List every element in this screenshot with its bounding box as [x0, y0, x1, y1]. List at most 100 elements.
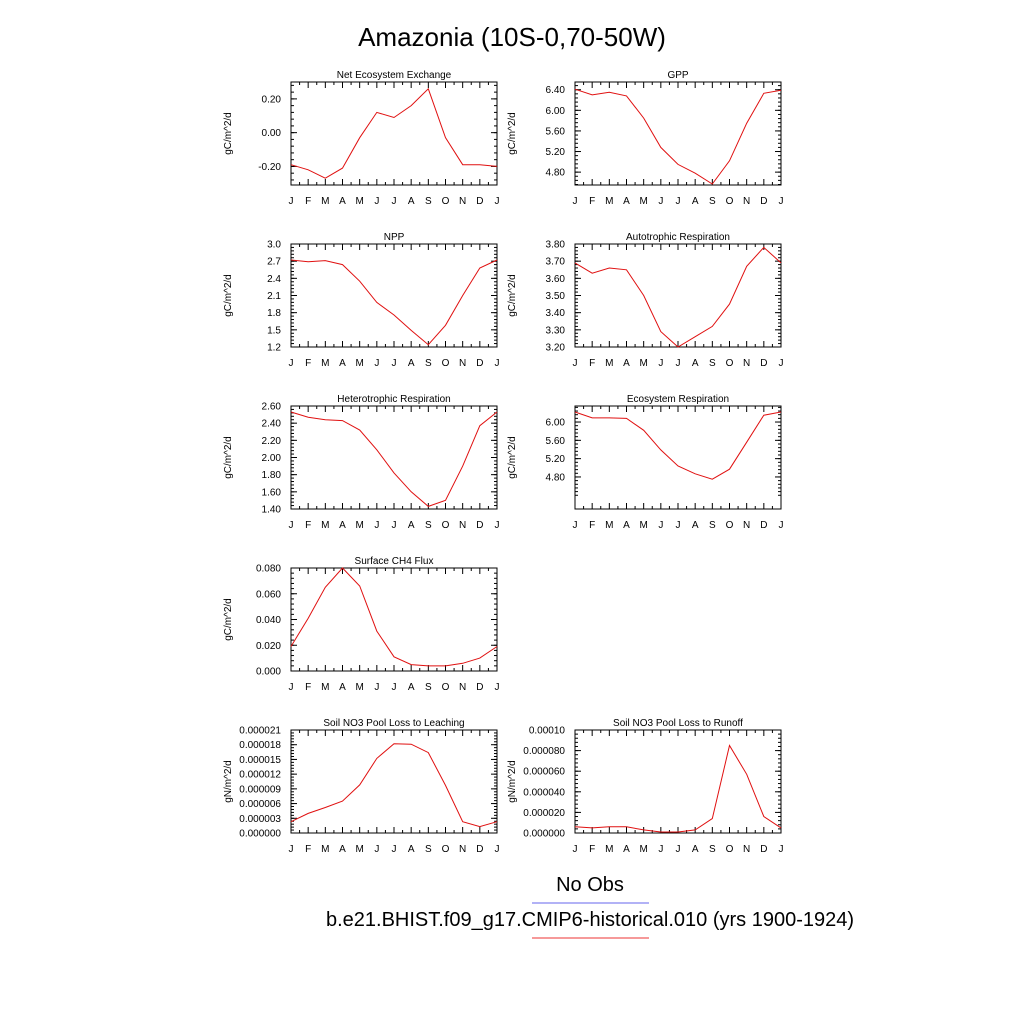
x-tick-label: A	[408, 358, 415, 369]
x-tick-label: S	[425, 358, 432, 369]
y-tick-label: 0.000015	[239, 755, 281, 766]
y-tick-label: 2.7	[267, 257, 281, 268]
x-tick-label: J	[392, 196, 397, 207]
x-tick-label: J	[658, 520, 663, 531]
x-tick-label: A	[623, 520, 630, 531]
x-tick-label: J	[658, 196, 663, 207]
y-tick-label: 0.000	[256, 667, 281, 678]
x-tick-label: M	[639, 196, 647, 207]
y-tick-label: 1.60	[262, 487, 282, 498]
x-tick-label: O	[726, 844, 734, 855]
x-tick-label: A	[623, 844, 630, 855]
x-tick-label: A	[339, 844, 346, 855]
x-tick-label: J	[374, 520, 379, 531]
y-tick-label: 0.060	[256, 589, 281, 600]
x-tick-label: M	[605, 520, 613, 531]
plot-frame	[290, 567, 498, 672]
x-tick-label: A	[339, 682, 346, 693]
y-tick-label: 3.70	[546, 257, 566, 268]
x-tick-label: J	[573, 358, 578, 369]
plot-frame	[574, 81, 782, 186]
y-tick-label: 0.000018	[239, 740, 281, 751]
x-tick-label: S	[425, 844, 432, 855]
y-axis-label: gN/m^2/d	[223, 760, 234, 803]
x-tick-label: S	[425, 196, 432, 207]
x-tick-label: J	[676, 520, 681, 531]
x-tick-label: D	[476, 358, 483, 369]
y-tick-label: 3.40	[546, 308, 566, 319]
x-tick-label: M	[355, 844, 363, 855]
x-tick-label: M	[321, 196, 329, 207]
x-tick-label: A	[339, 358, 346, 369]
x-tick-label: M	[639, 520, 647, 531]
panel-title: NPP	[384, 232, 405, 243]
y-tick-label: 0.000040	[523, 787, 565, 798]
x-tick-label: S	[425, 682, 432, 693]
x-tick-label: S	[425, 520, 432, 531]
plot-frame	[574, 405, 782, 510]
x-tick-label: J	[289, 358, 294, 369]
x-tick-label: J	[289, 844, 294, 855]
x-tick-label: D	[760, 358, 767, 369]
y-tick-label: 3.20	[546, 343, 566, 354]
y-tick-label: 1.40	[262, 505, 282, 516]
panel-title: Heterotrophic Respiration	[337, 394, 450, 405]
x-tick-label: F	[305, 520, 311, 531]
x-tick-label: N	[459, 844, 466, 855]
x-tick-label: N	[459, 358, 466, 369]
x-tick-label: J	[779, 196, 784, 207]
x-tick-label: J	[374, 682, 379, 693]
panel-title: Net Ecosystem Exchange	[337, 70, 452, 81]
x-tick-label: N	[743, 844, 750, 855]
y-tick-label: 3.60	[546, 274, 566, 285]
y-axis-label: gC/m^2/d	[223, 436, 234, 479]
x-tick-label: N	[459, 196, 466, 207]
x-tick-label: J	[779, 844, 784, 855]
x-tick-label: A	[408, 844, 415, 855]
x-tick-label: M	[321, 520, 329, 531]
legend-label-model-run: b.e21.BHIST.f09_g17.CMIP6-historical.010…	[326, 909, 854, 931]
y-tick-label: 0.080	[256, 564, 281, 575]
legend: No Obs b.e21.BHIST.f09_g17.CMIP6-histori…	[326, 874, 854, 939]
y-tick-label: 2.00	[262, 453, 282, 464]
x-tick-label: D	[476, 682, 483, 693]
y-tick-label: 5.60	[546, 126, 566, 137]
x-tick-label: F	[589, 358, 595, 369]
x-tick-label: M	[321, 844, 329, 855]
y-tick-label: 2.4	[267, 274, 281, 285]
x-tick-label: D	[760, 196, 767, 207]
y-tick-label: 0.000080	[523, 746, 565, 757]
legend-label-no-obs: No Obs	[556, 874, 624, 896]
x-tick-label: A	[692, 520, 699, 531]
panel-title: Soil NO3 Pool Loss to Leaching	[323, 718, 464, 729]
y-tick-label: -0.20	[258, 162, 281, 173]
x-tick-label: J	[495, 196, 500, 207]
y-tick-label: 0.000009	[239, 784, 281, 795]
x-tick-label: S	[709, 358, 716, 369]
x-tick-label: J	[392, 358, 397, 369]
x-tick-label: J	[495, 358, 500, 369]
y-tick-label: 6.40	[546, 85, 566, 96]
y-tick-label: 0.000060	[523, 767, 565, 778]
x-tick-label: J	[374, 358, 379, 369]
x-tick-label: O	[442, 196, 450, 207]
y-tick-label: 4.80	[546, 472, 566, 483]
y-tick-label: 5.20	[546, 454, 566, 465]
x-tick-label: A	[339, 196, 346, 207]
x-tick-label: M	[605, 358, 613, 369]
x-tick-label: M	[355, 682, 363, 693]
panel-title: Autotrophic Respiration	[626, 232, 730, 243]
x-tick-label: A	[692, 358, 699, 369]
y-tick-label: 0.040	[256, 615, 281, 626]
y-axis-label: gC/m^2/d	[223, 274, 234, 317]
x-tick-label: N	[743, 196, 750, 207]
series-line	[290, 411, 498, 507]
x-tick-label: M	[355, 358, 363, 369]
x-tick-label: A	[408, 682, 415, 693]
y-tick-label: 2.20	[262, 436, 282, 447]
